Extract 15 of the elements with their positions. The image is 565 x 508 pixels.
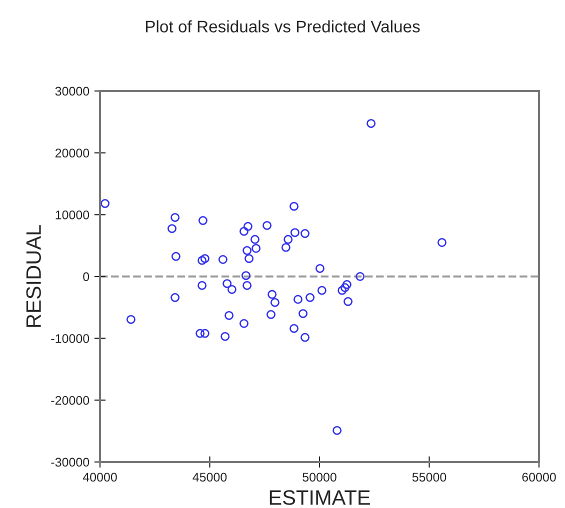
y-axis-title: RESIDUAL	[26, 225, 41, 327]
x-tick-label: 55000	[412, 472, 446, 482]
y-tick-label: 0	[83, 272, 90, 282]
y-tick-label: 30000	[55, 86, 90, 96]
y-tick-label: 20000	[55, 148, 90, 158]
chart-title: Plot of Residuals vs Predicted Values	[146, 20, 420, 32]
y-tick-label: -20000	[51, 396, 90, 405]
x-tick-label: 45000	[192, 472, 227, 482]
x-axis-title: ESTIMATE	[270, 490, 370, 505]
x-tick-label: 60000	[522, 472, 556, 482]
x-tick-label: 40000	[82, 472, 117, 482]
y-tick-label: -10000	[51, 334, 90, 343]
y-tick-label: 10000	[56, 210, 90, 220]
x-tick-label: 50000	[302, 472, 336, 482]
y-tick-label: -30000	[51, 458, 90, 467]
